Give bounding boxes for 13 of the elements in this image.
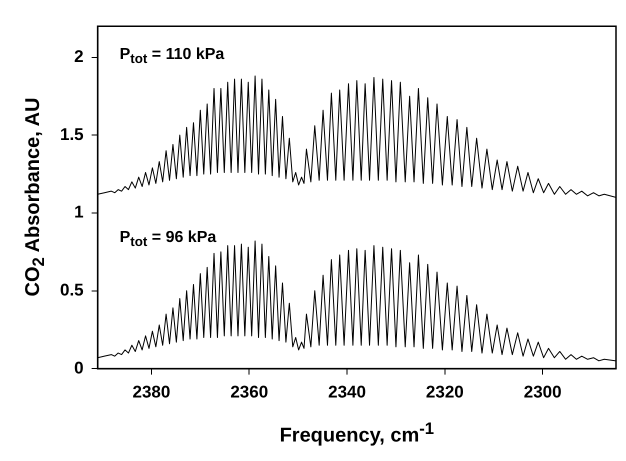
annotation: P$_{tot}$ = 110 kPa [120,46,224,66]
x-axis-title: Frequency, cm$^{-1}$ [280,419,434,448]
x-tick-label: 2300 [524,382,562,402]
y-tick-label: 1 [74,202,84,222]
y-tick-label: 2 [74,47,84,66]
y-tick-label: 0 [74,358,84,378]
x-tick-label: 2340 [328,382,366,402]
x-tick-label: 2380 [132,382,170,402]
annotation: P$_{tot}$ = 96 kPa [120,229,216,250]
y-tick-label: 0.5 [60,280,84,300]
x-tick-label: 2360 [230,382,268,402]
y-tick-label: 1.5 [60,124,84,144]
x-tick-label: 2320 [426,382,464,402]
